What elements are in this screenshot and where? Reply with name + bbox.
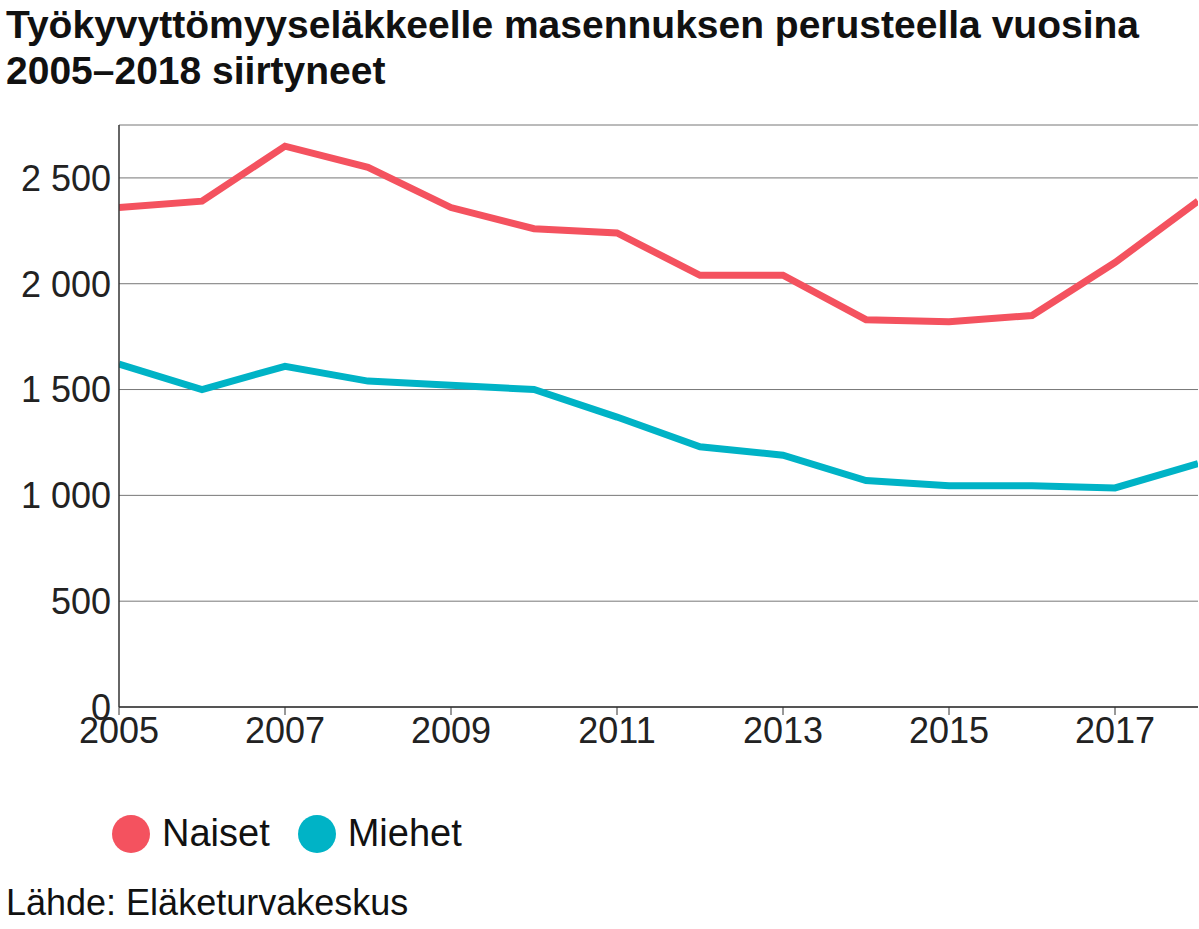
svg-text:1 000: 1 000 [21,475,111,516]
html-text:Naiset: Naiset [162,812,270,854]
svg-text:2017: 2017 [1075,710,1155,751]
html-text:Lähde: Eläketurvakeskus: Lähde: Eläketurvakeskus [6,882,409,923]
svg-text:500: 500 [51,581,111,622]
svg-text:2009: 2009 [411,710,491,751]
svg-text:2 500: 2 500 [21,158,111,199]
svg-text:2005: 2005 [79,709,159,751]
svg-text:0: 0 [91,687,111,728]
svg-text:2015: 2015 [909,710,989,751]
html-text:Miehet: Miehet [347,812,462,854]
svg-text:2007: 2007 [245,710,325,751]
svg-text:2013: 2013 [743,710,823,751]
html-text:Työkyvyttömyyseläkkeelle masen: Työkyvyttömyyseläkkeelle masennuksen per… [6,3,1139,92]
svg-text:2011: 2011 [578,710,655,751]
svg-text:2 000: 2 000 [21,264,111,305]
svg-text:1 500: 1 500 [21,369,111,410]
